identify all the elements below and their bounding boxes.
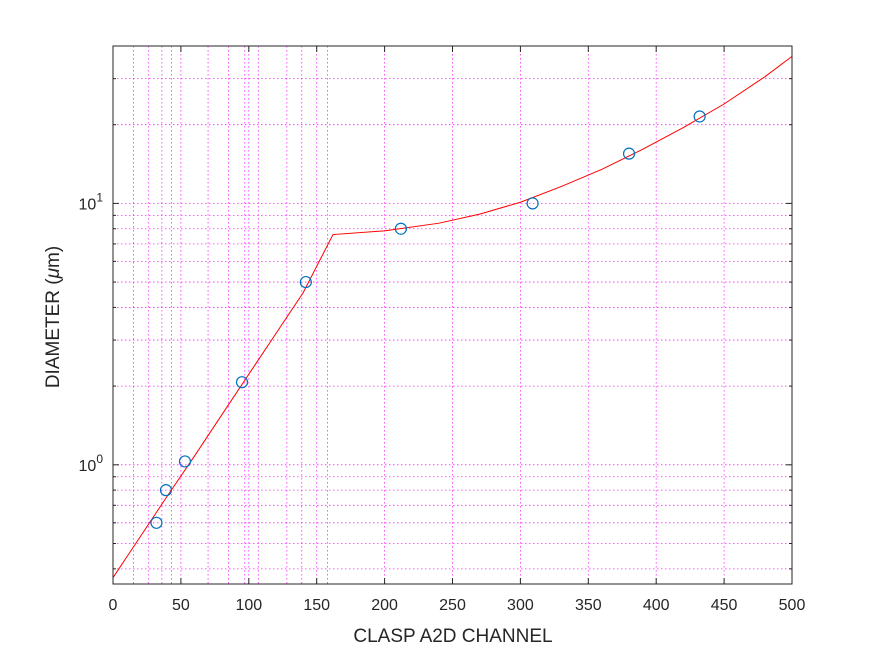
x-tick-label: 300 xyxy=(507,597,534,614)
x-tick-label: 350 xyxy=(575,597,602,614)
x-tick-label: 400 xyxy=(643,597,670,614)
x-tick-label: 150 xyxy=(303,597,330,614)
y-tick-label: 100 xyxy=(79,452,104,475)
x-tick-label: 450 xyxy=(711,597,738,614)
data-point-marker xyxy=(527,198,538,209)
x-tick-label: 200 xyxy=(371,597,398,614)
y-tick-label: 101 xyxy=(79,190,104,213)
y-axis-label-unit: m) xyxy=(43,246,64,268)
x-tick-label: 500 xyxy=(779,597,806,614)
x-tick-label: 100 xyxy=(235,597,262,614)
y-axis-label-symbol: μ xyxy=(43,267,64,279)
grid-layer xyxy=(113,46,792,584)
x-tick-label: 50 xyxy=(172,597,190,614)
data-point-marker xyxy=(151,517,162,528)
y-axis-label: DIAMETER (μm) xyxy=(43,246,64,388)
x-tick-label: 0 xyxy=(109,597,118,614)
tick-label-layer: 0 50 100 150 200 250 300 350 400 450 500 100 101 xyxy=(79,190,806,614)
y-axis-label-text: DIAMETER ( xyxy=(43,278,64,388)
data-point-marker xyxy=(179,456,190,467)
x-tick-label: 250 xyxy=(439,597,466,614)
x-axis-label: CLASP A2D CHANNEL xyxy=(353,626,552,647)
